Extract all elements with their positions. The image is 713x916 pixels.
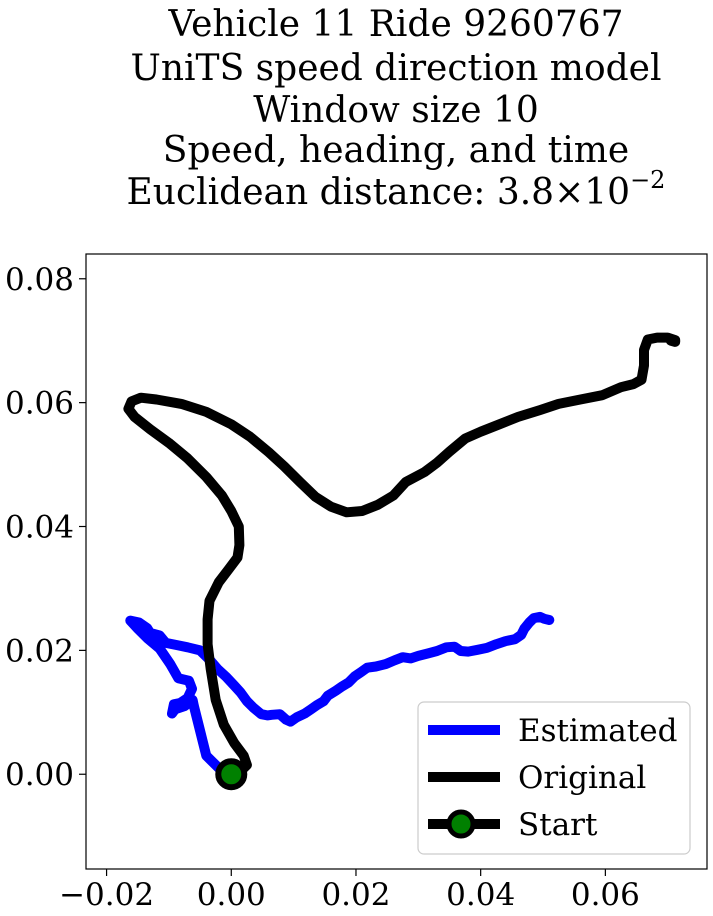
start-layer xyxy=(215,758,248,791)
y-tick-label: 0.08 xyxy=(5,262,74,298)
y-tick-label: 0.02 xyxy=(5,633,74,669)
series-line-estimated xyxy=(125,611,555,780)
x-tick-label: 0.00 xyxy=(197,877,266,913)
x-tick-label: −0.02 xyxy=(59,877,154,913)
legend-box xyxy=(417,701,691,855)
title-distance-base: 10 xyxy=(584,172,630,213)
title-line-5: Euclidean distance: 3.8×10−2 xyxy=(127,166,666,213)
start-marker xyxy=(215,758,248,791)
title-distance-prefix: Euclidean distance: 3.8 xyxy=(127,172,555,213)
title-line-4: Speed, heading, and time xyxy=(163,130,629,171)
legend-label-original: Original xyxy=(518,760,646,796)
plot-frame xyxy=(85,253,708,870)
y-tick-label: 0.00 xyxy=(5,757,74,793)
title-line-1: Vehicle 11 Ride 9260767 xyxy=(167,4,623,45)
legend-label-start: Start xyxy=(518,807,598,843)
x-tick-label: 0.06 xyxy=(571,877,640,913)
title-distance-times: × xyxy=(554,172,584,213)
series-layer xyxy=(123,332,681,780)
legend-label-estimated: Estimated xyxy=(518,713,677,749)
x-axis-ticks: −0.02 0.00 0.02 0.04 0.06 xyxy=(59,869,640,913)
x-tick-label: 0.04 xyxy=(446,877,515,913)
y-tick-label: 0.06 xyxy=(5,386,74,422)
y-tick-label: 0.04 xyxy=(5,510,74,546)
y-axis-ticks: 0.00 0.02 0.04 0.06 0.08 xyxy=(5,262,86,793)
legend: Estimated Original Start xyxy=(417,701,691,855)
title-line-2: UniTS speed direction model xyxy=(131,48,662,89)
series-line-original xyxy=(123,332,681,780)
chart-title: Vehicle 11 Ride 9260767 UniTS speed dire… xyxy=(127,4,666,213)
title-distance-exp: −2 xyxy=(630,166,665,194)
legend-swatch-start-marker xyxy=(446,809,476,839)
title-line-3: Window size 10 xyxy=(253,90,539,131)
x-tick-label: 0.02 xyxy=(321,877,390,913)
